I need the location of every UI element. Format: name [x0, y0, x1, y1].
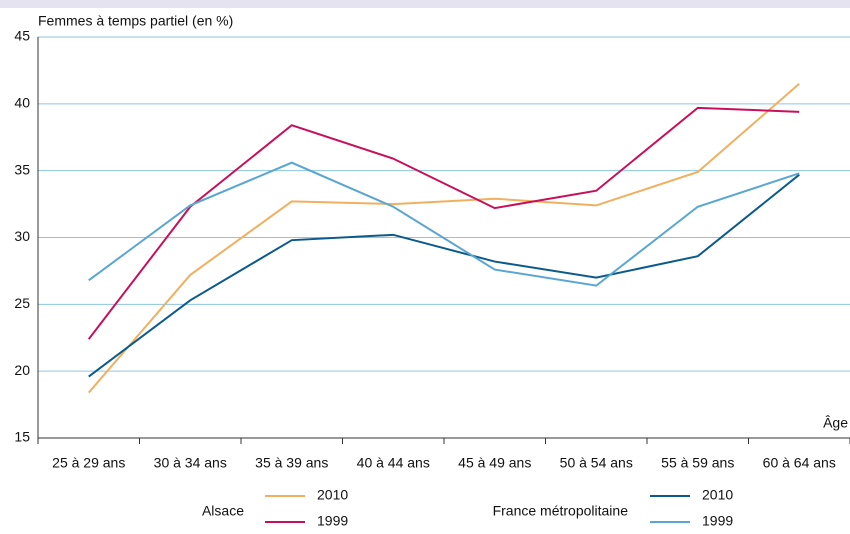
line-series: [88, 173, 800, 378]
legend-group: Alsace: [202, 503, 244, 519]
line-series: [88, 161, 800, 287]
legend-label: 2010: [317, 487, 348, 503]
legend-label: 1999: [702, 513, 733, 529]
x-tick-label: 50 à 54 ans: [560, 455, 633, 471]
y-tick-label: 20: [14, 362, 30, 378]
line-series: [87, 106, 800, 340]
x-tick-label: 55 à 59 ans: [661, 455, 734, 471]
x-tick-label: 60 à 64 ans: [763, 455, 836, 471]
x-tick-label: 35 à 39 ans: [255, 455, 328, 471]
y-tick-label: 30: [14, 228, 30, 244]
x-tick-label: 25 à 29 ans: [52, 455, 125, 471]
top-band: [0, 0, 850, 8]
y-tick-label: 45: [14, 28, 30, 44]
y-axis-label: Femmes à temps partiel (en %): [38, 13, 233, 29]
legend-label: 2010: [702, 487, 733, 503]
x-tick-label: 45 à 49 ans: [458, 455, 531, 471]
x-tick-label: 30 à 34 ans: [154, 455, 227, 471]
y-tick-label: 25: [14, 295, 30, 311]
legend-group: France métropolitaine: [493, 503, 629, 519]
legend-label: 1999: [317, 513, 348, 529]
y-tick-label: 40: [14, 95, 30, 111]
x-tick-label: 40 à 44 ans: [357, 455, 430, 471]
y-tick-label: 15: [14, 429, 30, 445]
x-axis-label: Âge: [823, 415, 848, 431]
y-tick-label: 35: [14, 161, 30, 177]
line-series: [87, 83, 800, 394]
